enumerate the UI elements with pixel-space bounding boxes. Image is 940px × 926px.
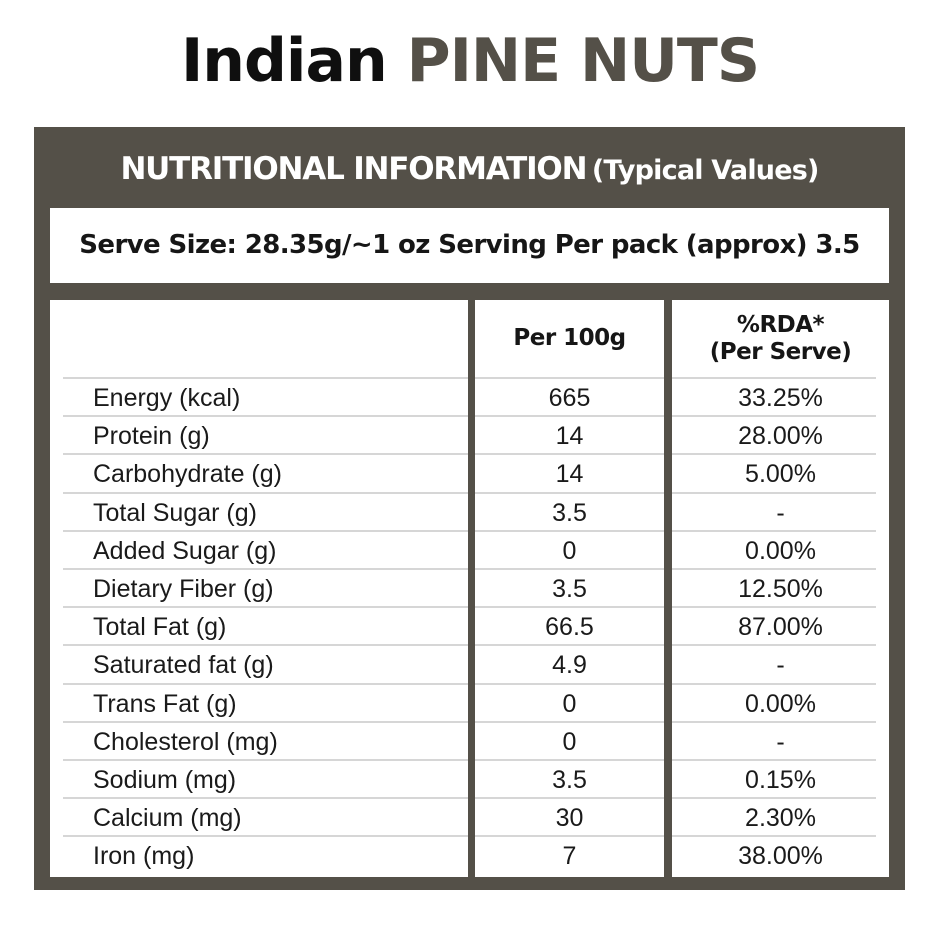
nutrient-name: Total Sugar (g)	[63, 491, 468, 530]
nutrient-name: Trans Fat (g)	[63, 682, 468, 721]
per-100g-value: 3.5	[475, 491, 664, 530]
nutrition-panel: NUTRITIONAL INFORMATION (Typical Values)…	[34, 127, 905, 890]
rda-header-line1: %RDA*	[736, 311, 825, 338]
rda-value: 0.00%	[672, 682, 876, 721]
nutrient-name: Carbohydrate (g)	[63, 453, 468, 491]
nutrient-name: Protein (g)	[63, 415, 468, 453]
nutrient-name: Energy (kcal)	[63, 377, 468, 415]
per-100g-value: 14	[475, 453, 664, 491]
rda-header-line2: (Per Serve)	[709, 338, 852, 365]
nutrient-name: Total Fat (g)	[63, 606, 468, 644]
per-100g-header: Per 100g	[513, 325, 626, 351]
nutrient-column-header	[50, 300, 468, 377]
per-100g-value: 3.5	[475, 567, 664, 606]
rda-value: -	[672, 644, 876, 682]
per-100g-value: 0	[475, 682, 664, 721]
rda-value: 0.00%	[672, 529, 876, 568]
rda-value: 5.00%	[672, 453, 876, 491]
nutrient-name: Dietary Fiber (g)	[63, 567, 468, 606]
serve-size-box: Serve Size: 28.35g/~1 oz Serving Per pac…	[50, 208, 889, 283]
per-100g-value: 4.9	[475, 644, 664, 682]
rda-value: 33.25%	[672, 377, 876, 415]
rda-value: 12.50%	[672, 567, 876, 606]
rda-value: 28.00%	[672, 415, 876, 453]
per-100g-value: 665	[475, 377, 664, 415]
nutrient-column: Energy (kcal) Protein (g) Carbohydrate (…	[50, 300, 468, 877]
nutrient-name: Iron (mg)	[63, 835, 468, 875]
rda-header: %RDA* (Per Serve)	[672, 300, 889, 377]
rda-value: -	[672, 720, 876, 759]
nutrient-name: Calcium (mg)	[63, 797, 468, 835]
per-100g-value: 30	[475, 797, 664, 835]
per-100g-value: 14	[475, 415, 664, 453]
rda-column: %RDA* (Per Serve) 33.25% 28.00% 5.00% - …	[672, 300, 889, 877]
nutrient-name: Sodium (mg)	[63, 758, 468, 797]
panel-heading: NUTRITIONAL INFORMATION (Typical Values)	[34, 141, 905, 202]
per-100g-value: 0	[475, 529, 664, 568]
rda-value: -	[672, 491, 876, 530]
panel-heading-sub: (Typical Values)	[591, 155, 819, 186]
rda-value: 87.00%	[672, 606, 876, 644]
per-100g-value: 66.5	[475, 606, 664, 644]
serve-size-text: Serve Size: 28.35g/~1 oz Serving Per pac…	[79, 230, 860, 260]
rda-value: 2.30%	[672, 797, 876, 835]
title-prefix: Indian	[180, 26, 388, 96]
panel-heading-main: NUTRITIONAL INFORMATION	[120, 151, 587, 187]
per-100g-column: Per 100g 665 14 14 3.5 0 3.5 66.5 4.9 0 …	[475, 300, 664, 877]
per-100g-values: 665 14 14 3.5 0 3.5 66.5 4.9 0 0 3.5 30 …	[475, 377, 664, 875]
rda-values: 33.25% 28.00% 5.00% - 0.00% 12.50% 87.00…	[672, 377, 889, 875]
page-title: Indian PINE NUTS	[0, 20, 940, 102]
title-product-name: PINE NUTS	[406, 26, 760, 96]
per-100g-value: 7	[475, 835, 664, 875]
rda-value: 38.00%	[672, 835, 876, 875]
per-100g-value: 0	[475, 720, 664, 759]
nutrient-name: Cholesterol (mg)	[63, 720, 468, 759]
nutrient-list: Energy (kcal) Protein (g) Carbohydrate (…	[50, 377, 468, 875]
per-100g-value: 3.5	[475, 758, 664, 797]
rda-value: 0.15%	[672, 758, 876, 797]
nutrient-name: Added Sugar (g)	[63, 529, 468, 568]
nutrient-name: Saturated fat (g)	[63, 644, 468, 682]
